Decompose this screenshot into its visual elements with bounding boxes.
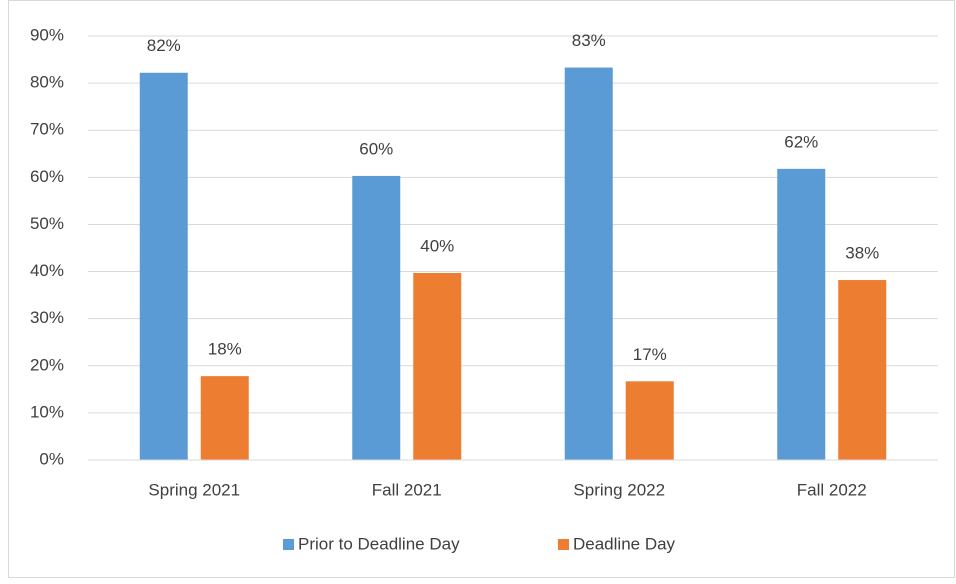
y-tick-label: 80% bbox=[30, 73, 64, 92]
data-label: 40% bbox=[420, 236, 454, 255]
data-label: 38% bbox=[845, 244, 879, 263]
data-label: 83% bbox=[572, 31, 606, 50]
data-label: 17% bbox=[633, 345, 667, 364]
x-tick-label: Fall 2021 bbox=[372, 480, 442, 499]
bar bbox=[413, 272, 462, 460]
y-tick-label: 10% bbox=[30, 402, 64, 421]
y-tick-label: 90% bbox=[30, 25, 64, 44]
y-tick-label: 0% bbox=[39, 449, 64, 468]
bar bbox=[777, 168, 826, 460]
y-tick-label: 50% bbox=[30, 214, 64, 233]
bar bbox=[352, 175, 401, 461]
x-tick-label: Spring 2022 bbox=[573, 480, 665, 499]
data-label: 60% bbox=[359, 139, 393, 158]
y-tick-label: 30% bbox=[30, 308, 64, 327]
x-tick-label: Spring 2021 bbox=[148, 480, 240, 499]
bar bbox=[564, 67, 613, 460]
legend-swatch bbox=[558, 539, 569, 550]
bar bbox=[838, 280, 887, 460]
bar bbox=[139, 72, 188, 460]
y-tick-label: 60% bbox=[30, 167, 64, 186]
bar bbox=[625, 381, 674, 460]
y-tick-label: 70% bbox=[30, 120, 64, 139]
y-tick-label: 20% bbox=[30, 355, 64, 374]
data-label: 62% bbox=[784, 132, 818, 151]
bar bbox=[200, 376, 249, 460]
legend-swatch bbox=[283, 539, 294, 550]
data-label: 82% bbox=[147, 36, 181, 55]
y-tick-label: 40% bbox=[30, 261, 64, 280]
legend-label: Deadline Day bbox=[573, 534, 676, 553]
data-label: 18% bbox=[208, 340, 242, 359]
x-tick-label: Fall 2022 bbox=[797, 480, 867, 499]
legend-label: Prior to Deadline Day bbox=[298, 534, 460, 553]
